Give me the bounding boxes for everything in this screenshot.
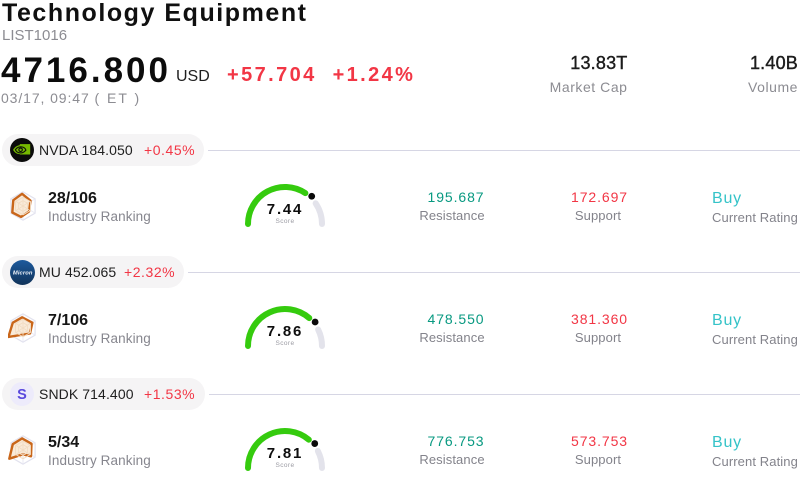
svg-text:Micron: Micron: [13, 270, 33, 276]
svg-text:S: S: [17, 387, 27, 403]
